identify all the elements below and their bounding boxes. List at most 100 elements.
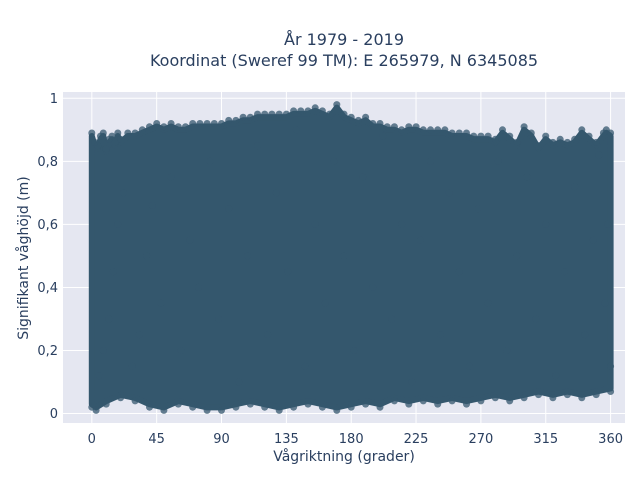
data-point xyxy=(563,138,571,146)
data-point xyxy=(290,403,298,411)
data-point xyxy=(383,123,391,131)
y-tick-label: 1 xyxy=(50,92,58,107)
data-point xyxy=(535,142,542,150)
y-tick-label: 0 xyxy=(50,407,58,422)
data-point xyxy=(477,132,485,140)
y-axis-ticks: 0 0,2 0,4 0,6 0,8 1 xyxy=(37,92,58,422)
data-point xyxy=(563,391,571,399)
x-tick-label: 90 xyxy=(213,432,230,447)
data-point xyxy=(174,123,182,131)
data-point xyxy=(463,129,470,137)
data-point xyxy=(146,123,153,131)
data-point xyxy=(321,299,329,307)
x-tick-label: 360 xyxy=(598,432,623,447)
data-point xyxy=(189,120,197,127)
data-point xyxy=(153,120,161,127)
data-point xyxy=(232,403,240,411)
data-point xyxy=(167,120,175,127)
data-point xyxy=(412,123,420,131)
data-point xyxy=(177,347,185,354)
data-point xyxy=(527,129,535,137)
data-point xyxy=(607,129,615,137)
data-point xyxy=(254,142,261,150)
data-point xyxy=(416,236,424,244)
data-point xyxy=(120,189,127,197)
x-tick-label: 0 xyxy=(88,432,96,447)
data-point xyxy=(549,138,557,146)
y-axis-title: Signifikant våghöjd (m) xyxy=(15,176,32,339)
data-point xyxy=(585,132,593,140)
point-cloud xyxy=(88,104,614,411)
data-point xyxy=(131,397,139,405)
data-point xyxy=(484,299,492,307)
data-point xyxy=(203,406,211,414)
data-point xyxy=(398,126,406,134)
data-point xyxy=(463,400,470,408)
data-point xyxy=(128,362,136,370)
data-point xyxy=(405,400,413,408)
data-point xyxy=(390,397,398,405)
x-tick-label: 180 xyxy=(339,432,364,447)
data-point xyxy=(264,331,272,339)
y-tick-label: 0,2 xyxy=(37,344,58,359)
data-point xyxy=(268,110,276,118)
data-point xyxy=(571,183,579,191)
data-point xyxy=(362,113,370,121)
chart-title-line-2: Koordinat (Sweref 99 TM): E 265979, N 63… xyxy=(150,51,538,70)
data-point xyxy=(581,331,589,339)
data-point xyxy=(542,220,550,228)
data-point xyxy=(148,202,156,209)
data-point xyxy=(465,362,473,370)
data-point xyxy=(272,189,280,197)
data-point xyxy=(167,173,175,181)
data-point xyxy=(246,400,254,408)
data-point xyxy=(455,268,463,276)
data-point xyxy=(535,391,542,399)
data-point xyxy=(556,135,564,143)
data-point xyxy=(523,173,531,181)
data-point xyxy=(261,403,269,411)
data-point xyxy=(333,406,341,414)
data-point xyxy=(549,394,557,402)
data-point xyxy=(318,403,326,411)
data-point xyxy=(607,388,615,395)
y-tick-label: 0,6 xyxy=(37,218,58,233)
data-point xyxy=(330,157,338,165)
data-points xyxy=(88,101,615,414)
data-point xyxy=(376,120,384,127)
data-point xyxy=(195,283,202,291)
data-point xyxy=(552,372,560,380)
data-point xyxy=(434,126,442,134)
data-point xyxy=(111,138,119,146)
data-point xyxy=(470,132,478,140)
x-tick-label: 315 xyxy=(533,432,558,447)
data-point xyxy=(138,126,146,134)
data-point xyxy=(592,138,600,146)
data-point xyxy=(174,400,182,408)
data-point xyxy=(571,135,579,143)
y-tick-label: 0,8 xyxy=(37,155,58,170)
data-point xyxy=(225,205,233,213)
data-point xyxy=(455,129,463,137)
data-point xyxy=(333,101,341,109)
data-point xyxy=(102,400,110,408)
data-point xyxy=(340,110,348,118)
data-point xyxy=(506,397,514,405)
x-tick-label: 225 xyxy=(404,432,429,447)
data-point xyxy=(513,252,521,260)
data-point xyxy=(405,123,413,131)
data-point xyxy=(607,362,615,370)
data-point xyxy=(117,394,125,402)
data-point xyxy=(340,252,348,260)
data-point xyxy=(445,189,453,197)
data-point xyxy=(311,220,319,228)
data-point xyxy=(92,406,100,414)
data-point xyxy=(437,331,444,339)
data-point xyxy=(398,220,406,228)
data-point xyxy=(347,403,355,411)
data-point xyxy=(376,403,384,411)
data-point xyxy=(135,331,143,339)
data-point xyxy=(448,397,456,405)
data-point xyxy=(350,347,358,354)
